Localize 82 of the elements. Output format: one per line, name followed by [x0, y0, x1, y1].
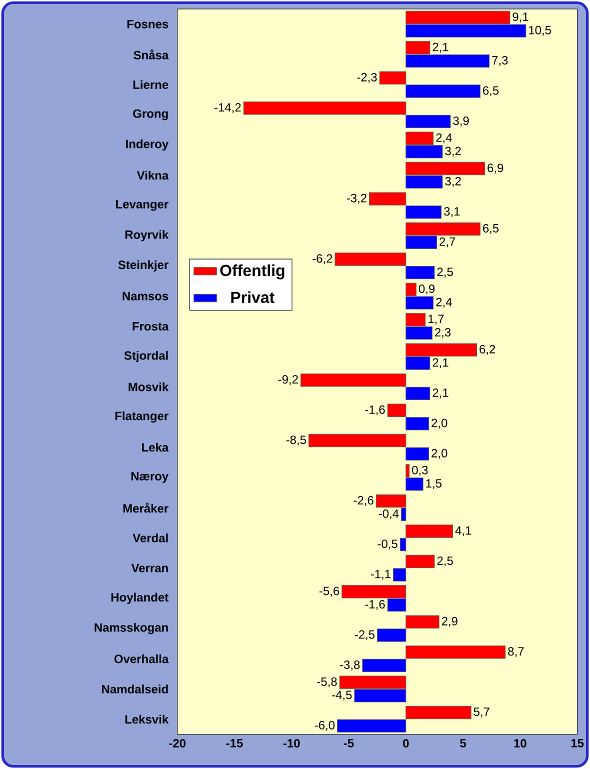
data-label: 9,1	[512, 12, 528, 22]
y-tick-label: Levanger	[116, 200, 168, 211]
data-label: 2,3	[435, 328, 451, 338]
y-tick-label: Fosnes	[127, 20, 168, 28]
y-tick-label: Namdalseid	[102, 684, 168, 694]
y-tick-label: Mosvik	[128, 382, 169, 392]
data-label: -3,8	[340, 660, 360, 670]
data-label: 2,4	[436, 133, 452, 144]
data-label: -2,6	[354, 496, 374, 506]
y-tick-label: Verdal	[132, 533, 168, 542]
y-tick-label: Hoylandet	[111, 592, 168, 604]
x-tick-label: 0	[403, 739, 409, 748]
y-tick-label: Flatanger	[115, 411, 168, 423]
y-tick-label: Lierne	[133, 80, 168, 89]
data-label: -5,6	[319, 586, 340, 597]
y-tick-label: Næroy	[131, 472, 169, 483]
data-label: 2,5	[437, 556, 453, 566]
data-label: 2,5	[437, 268, 453, 278]
data-label: 3,2	[445, 146, 461, 157]
y-tick-label: Snåsa	[134, 49, 169, 60]
data-label: -4,5	[332, 690, 352, 701]
data-label: 6,2	[480, 344, 496, 355]
data-label: 2,4	[436, 298, 452, 308]
data-label: 3,2	[445, 176, 461, 187]
data-label: -6,0	[314, 720, 335, 731]
data-label: -0,5	[378, 540, 398, 550]
data-label: 3,9	[453, 116, 469, 126]
x-tick-label: -20	[169, 739, 186, 748]
data-label: 2,1	[432, 358, 448, 368]
data-label: 5,7	[474, 708, 490, 718]
y-tick-label: Vikna	[136, 170, 169, 180]
data-label: 2,9	[442, 616, 458, 627]
data-label: -1,6	[365, 600, 385, 610]
data-label: -3,2	[346, 194, 366, 204]
x-tick-label: -15	[226, 739, 243, 748]
data-label: 0,9	[418, 284, 435, 294]
legend-label: Privat	[231, 291, 274, 304]
data-label: 1,5	[426, 479, 442, 490]
data-label: -6,2	[312, 254, 332, 264]
x-tick-label: 5	[460, 739, 466, 748]
data-label: -14,2	[214, 103, 241, 114]
data-label: 2,7	[440, 237, 456, 248]
data-label: 2,0	[432, 418, 448, 429]
data-label: 1,7	[428, 314, 444, 325]
y-tick-label: Grong	[133, 109, 168, 120]
data-label: 6,9	[488, 164, 504, 174]
data-label: -9,2	[278, 375, 298, 386]
data-label: 7,3	[492, 56, 508, 66]
y-tick-label: Meråker	[123, 502, 168, 513]
data-label: -2,5	[354, 630, 375, 640]
y-tick-label: Namsos	[122, 292, 168, 300]
data-label: -2,3	[357, 72, 377, 83]
data-label: 6,5	[483, 224, 499, 234]
data-label: 2,0	[432, 448, 448, 459]
y-tick-label: Namsskogan	[94, 622, 168, 634]
data-label: -1,1	[370, 570, 390, 580]
x-tick-label: 10	[514, 739, 526, 748]
data-label: -8,5	[286, 436, 306, 446]
y-tick-label: Leksvik	[125, 714, 169, 724]
y-tick-label: Stjordal	[124, 350, 168, 362]
data-label: 2,1	[432, 42, 448, 53]
y-tick-label: Frosta	[132, 322, 169, 331]
x-tick-label: -5	[344, 739, 354, 748]
y-tick-label: Royrvik	[125, 230, 169, 242]
y-tick-label: Inderoy	[126, 139, 169, 151]
data-label: -1,6	[365, 405, 385, 416]
data-label: 3,1	[444, 207, 460, 218]
legend-label: Offentlig	[220, 264, 284, 280]
y-tick-label: Steinkjer	[118, 260, 168, 272]
data-label: 10,5	[529, 26, 552, 36]
data-label: 2,1	[432, 388, 448, 398]
y-tick-label: Leka	[142, 442, 169, 452]
data-label: -5,8	[317, 677, 337, 688]
data-label: 0,3	[412, 466, 428, 476]
y-tick-label: Verran	[131, 564, 168, 572]
data-label: 6,5	[483, 86, 499, 96]
x-tick-label: -10	[283, 739, 300, 748]
data-label: 8,7	[508, 647, 524, 658]
y-tick-label: Overhalla	[114, 654, 169, 664]
x-tick-label: 15	[571, 739, 584, 748]
data-label: 4,1	[455, 526, 472, 536]
data-label: -0,4	[378, 509, 399, 520]
